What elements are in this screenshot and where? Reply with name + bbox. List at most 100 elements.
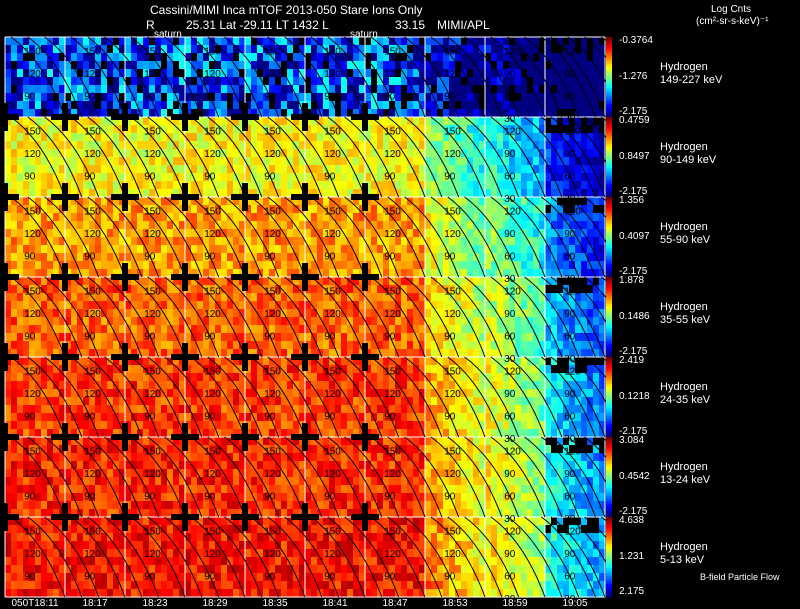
heatmap-cell [227,45,234,54]
heatmap-cell [329,301,336,310]
heatmap-cell [371,317,378,326]
heatmap-cell [167,405,174,414]
heatmap-cell [419,421,426,430]
heatmap-cell [185,61,192,70]
heatmap-cell [275,245,282,254]
heatmap-cell [83,101,90,110]
heatmap-cell [311,317,318,326]
heatmap-cell [281,421,288,430]
heatmap-cell [395,133,402,142]
heatmap-cell [437,253,444,262]
heatmap-cell [161,197,168,206]
heatmap-cell [599,101,606,110]
heatmap-cell [257,373,264,382]
heatmap-cell [17,245,24,254]
heatmap-cell [299,373,306,382]
heatmap-cell [41,365,48,374]
heatmap-cell [509,261,516,270]
heatmap-cell [497,69,504,78]
heatmap-cell [335,397,342,406]
heatmap-cell [65,333,72,342]
heatmap-cell [323,341,330,350]
heatmap-cell [365,349,372,358]
heatmap-cell [431,429,438,438]
heatmap-cell [101,373,108,382]
heatmap-cell [329,93,336,102]
heatmap-cell [473,133,480,142]
heatmap-cell [431,301,438,310]
heatmap-cell [593,213,600,222]
heatmap-cell [575,277,582,286]
heatmap-cell [455,69,462,78]
heatmap-cell [557,77,564,86]
heatmap-cell [221,429,228,438]
heatmap-cell [557,173,564,182]
heatmap-cell [551,181,558,190]
heatmap-cell [221,253,228,262]
heatmap-cell [473,149,480,158]
heatmap-cell [269,197,276,206]
heatmap-cell [299,317,306,326]
heatmap-cell [563,101,570,110]
heatmap-cell [539,117,546,126]
heatmap-cell [413,317,420,326]
heatmap-cell [5,149,12,158]
heatmap-cell [551,85,558,94]
heatmap-cell [419,349,426,358]
heatmap-cell [473,341,480,350]
heatmap-cell [107,221,114,230]
heatmap-cell [125,397,132,406]
heatmap-cell [239,141,246,150]
heatmap-cell [191,165,198,174]
heatmap-cell [83,277,90,286]
heatmap-cell [41,277,48,286]
heatmap-cell [413,85,420,94]
heatmap-cell [161,109,168,118]
heatmap-cell [479,349,486,358]
heatmap-cell [107,301,114,310]
heatmap-cell [365,301,372,310]
heatmap-cell [41,357,48,366]
heatmap-cell [41,333,48,342]
heatmap-cell [479,61,486,70]
heatmap-cell [509,117,516,126]
heatmap-cell [395,429,402,438]
heatmap-cell [467,325,474,334]
heatmap-cell [527,93,534,102]
heatmap-cell [137,381,144,390]
heatmap-cell [41,125,48,134]
heatmap-cell [371,349,378,358]
heatmap-cell [227,69,234,78]
heatmap-cell [71,213,78,222]
heatmap-cell [389,277,396,286]
heatmap-cell [317,389,324,398]
heatmap-cell [329,125,336,134]
heatmap-cell [401,141,408,150]
heatmap-cell [59,77,66,86]
heatmap-cell [59,53,66,62]
heatmap-cell [563,349,570,358]
heatmap-cell [545,381,552,390]
heatmap-cell [545,245,552,254]
heatmap-cell [461,397,468,406]
heatmap-cell [173,165,180,174]
heatmap-cell [257,229,264,238]
heatmap-cell [113,389,120,398]
heatmap-cell [107,85,114,94]
heatmap-cell [53,141,60,150]
heatmap-cell [227,285,234,294]
heatmap-cell [419,69,426,78]
heatmap-cell [209,85,216,94]
heatmap-cell [143,301,150,310]
heatmap-cell [425,293,432,302]
heatmap-cell [119,77,126,86]
heatmap-cell [545,301,552,310]
heatmap-cell [299,157,306,166]
heatmap-cell [293,197,300,206]
heatmap-cell [497,85,504,94]
heatmap-cell [335,285,342,294]
heatmap-cell [149,349,156,358]
heatmap-cell [587,317,594,326]
heatmap-cell [65,397,72,406]
heatmap-cell [431,253,438,262]
